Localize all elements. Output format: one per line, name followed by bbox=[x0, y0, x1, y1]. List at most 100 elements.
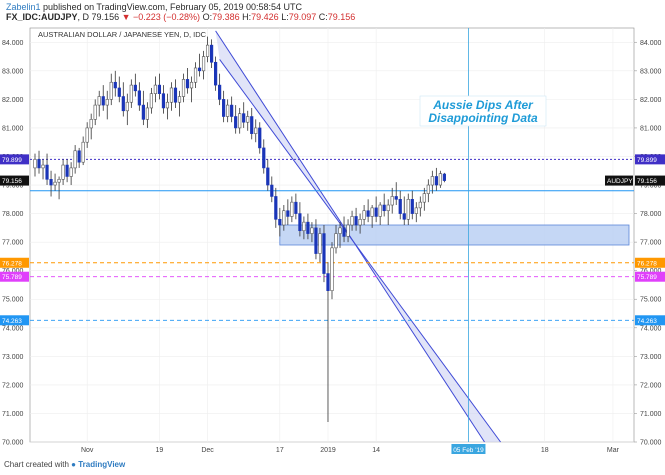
y-tick-label: 75.000 bbox=[640, 297, 662, 304]
candle bbox=[69, 162, 73, 186]
candle-body bbox=[89, 119, 93, 129]
candle bbox=[430, 170, 434, 194]
candle-body bbox=[125, 101, 129, 112]
candle-body bbox=[326, 273, 330, 291]
candle-body bbox=[426, 184, 430, 194]
level-label-bg-left bbox=[0, 315, 29, 326]
candle-body bbox=[181, 79, 186, 97]
candle bbox=[330, 242, 334, 300]
candle bbox=[101, 85, 105, 111]
candle bbox=[434, 167, 438, 191]
x-tick-label: 14 bbox=[372, 447, 380, 454]
candle bbox=[65, 159, 69, 183]
candle bbox=[105, 90, 109, 120]
symbol-tag: AUDJPY bbox=[607, 178, 633, 185]
y-tick-label: 77.000 bbox=[640, 240, 662, 247]
candle-body bbox=[270, 184, 274, 197]
level-label-right: 74.263 bbox=[637, 318, 657, 325]
candle bbox=[45, 153, 49, 186]
ohlc-high: 79.426 bbox=[251, 12, 279, 22]
ohlc-open: 79.386 bbox=[212, 12, 240, 22]
candle-body bbox=[234, 116, 238, 129]
level-label-left: 79.899 bbox=[2, 157, 22, 164]
candle-body bbox=[282, 210, 286, 226]
candle bbox=[394, 182, 398, 206]
candle-body bbox=[322, 233, 326, 274]
candle bbox=[262, 139, 266, 174]
candle bbox=[366, 199, 370, 223]
candle-body bbox=[278, 218, 282, 226]
candle bbox=[173, 79, 178, 108]
candle bbox=[370, 205, 374, 228]
candle-body bbox=[117, 87, 121, 97]
candle bbox=[93, 99, 97, 126]
candle-body bbox=[109, 81, 113, 100]
candle bbox=[125, 93, 129, 126]
candle bbox=[358, 213, 362, 234]
y-tick-label-left: 78.000 bbox=[2, 211, 24, 218]
candle-body bbox=[113, 81, 117, 89]
symbol-info: FX_IDC:AUDJPY, D 79.156 ▼ −0.223 (−0.28%… bbox=[6, 12, 356, 22]
candle-body bbox=[185, 79, 190, 89]
candle-body bbox=[398, 199, 402, 214]
candle bbox=[161, 85, 166, 114]
level-label-right: 75.789 bbox=[637, 274, 657, 281]
x-tick-label: 2019 bbox=[320, 447, 336, 454]
candle-body bbox=[274, 196, 278, 220]
y-tick-label: 81.000 bbox=[640, 125, 662, 132]
candle bbox=[302, 216, 306, 240]
candle-body bbox=[418, 201, 422, 209]
candle bbox=[113, 70, 117, 97]
candle bbox=[234, 105, 238, 134]
level-label-right: 79.899 bbox=[637, 157, 657, 164]
candle-body bbox=[290, 201, 294, 217]
candle-body bbox=[77, 150, 81, 163]
candle bbox=[266, 159, 270, 191]
candle bbox=[426, 179, 430, 203]
candle-body bbox=[218, 84, 222, 100]
tradingview-logo-icon: ● bbox=[71, 460, 76, 469]
candle-body bbox=[242, 113, 246, 123]
candle-body bbox=[342, 227, 346, 237]
candle bbox=[242, 102, 246, 128]
y-tick-label-left: 74.000 bbox=[2, 325, 24, 332]
candle bbox=[362, 205, 366, 226]
candle-body bbox=[438, 173, 442, 186]
candle-body bbox=[382, 204, 386, 212]
candle-body bbox=[161, 93, 166, 109]
candle bbox=[286, 199, 290, 226]
candle bbox=[141, 90, 145, 126]
candle bbox=[222, 90, 226, 123]
candle bbox=[386, 199, 390, 226]
candle bbox=[290, 196, 294, 223]
last-price: 79.156 bbox=[91, 12, 120, 22]
candle bbox=[57, 176, 61, 200]
candle bbox=[230, 96, 234, 123]
candle-body bbox=[318, 233, 322, 254]
candle bbox=[137, 82, 141, 111]
candle bbox=[177, 90, 182, 117]
level-label-bg-left bbox=[0, 257, 29, 268]
level-label-bg-right bbox=[635, 257, 665, 268]
date-marker-label: 05 Feb '19 bbox=[453, 447, 484, 454]
ohlc-close: 79.156 bbox=[327, 12, 356, 22]
y-tick-label: 74.000 bbox=[640, 325, 662, 332]
candle-body bbox=[254, 127, 258, 134]
candle-body bbox=[133, 84, 137, 92]
candle-body bbox=[390, 196, 394, 206]
footer-brand[interactable]: TradingView bbox=[78, 460, 126, 469]
y-tick-label-left: 81.000 bbox=[2, 125, 24, 132]
candle-body bbox=[169, 87, 174, 103]
candle bbox=[278, 207, 282, 237]
candle-body bbox=[149, 93, 153, 109]
candle-body bbox=[33, 159, 37, 169]
author-link[interactable]: Zabelin1 bbox=[6, 2, 41, 12]
level-label-bg-right bbox=[635, 271, 665, 282]
candle bbox=[77, 147, 81, 168]
candle-body bbox=[177, 96, 182, 103]
y-tick-label: 72.000 bbox=[640, 382, 662, 389]
candle bbox=[346, 219, 350, 243]
candle-body bbox=[414, 207, 418, 214]
y-tick-label-left: 76.000 bbox=[2, 268, 24, 275]
